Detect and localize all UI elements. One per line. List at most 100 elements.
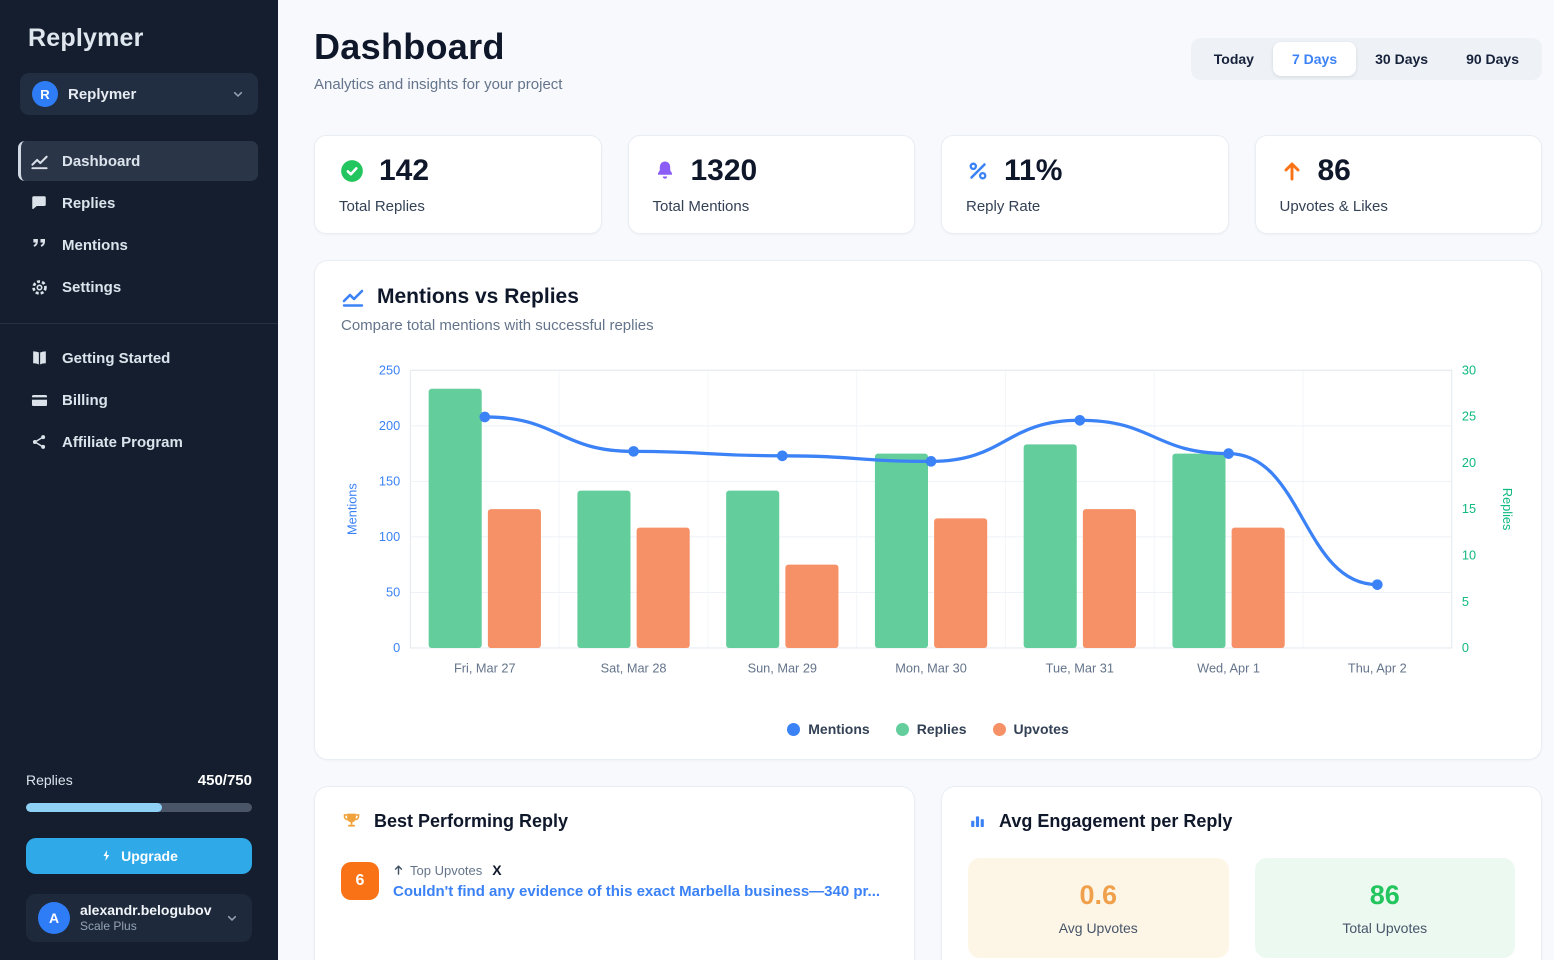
- engagement-box-0: 0.6 Avg Upvotes: [968, 858, 1229, 959]
- sidebar-bottom: Replies 450/750 Upgrade A alexandr.belog…: [0, 772, 278, 942]
- user-name: alexandr.belogubov: [80, 901, 212, 918]
- sidebar: Replymer R Replymer Dashboard Replies: [0, 0, 278, 960]
- stat-label: Reply Rate: [966, 198, 1041, 215]
- title-block: Dashboard Analytics and insights for you…: [314, 26, 562, 93]
- sidebar-item-replies[interactable]: Replies: [18, 183, 258, 223]
- chart-legend: Mentions Replies Upvotes: [341, 721, 1515, 741]
- chevron-down-icon: [230, 86, 246, 102]
- sidebar-item-label: Settings: [62, 278, 122, 296]
- tab-90-days[interactable]: 90 Days: [1447, 42, 1538, 76]
- tab-today[interactable]: Today: [1195, 42, 1273, 76]
- engagement-box-1: 86 Total Upvotes: [1254, 858, 1515, 959]
- engagement-grid: 0.6 Avg Upvotes 86 Total Upvotes: [968, 858, 1515, 959]
- user-meta: alexandr.belogubov Scale Plus: [80, 902, 214, 935]
- stat-value: 11%: [1004, 154, 1063, 187]
- project-selector[interactable]: R Replymer: [20, 73, 258, 115]
- main-header: Dashboard Analytics and insights for you…: [314, 26, 1542, 93]
- sidebar-item-affiliate[interactable]: Affiliate Program: [18, 422, 258, 462]
- bell-icon: [653, 158, 677, 184]
- svg-text:Thu, Apr 2: Thu, Apr 2: [1348, 660, 1407, 675]
- arrow-up-icon: [393, 864, 404, 876]
- user-menu[interactable]: A alexandr.belogubov Scale Plus: [26, 893, 252, 942]
- tab-7-days[interactable]: 7 Days: [1272, 42, 1357, 76]
- quote-icon: [29, 235, 49, 255]
- percent-icon: [966, 159, 990, 183]
- main-content: Dashboard Analytics and insights for you…: [278, 0, 1554, 960]
- stat-label: Upvotes & Likes: [1279, 198, 1388, 215]
- share-nodes-icon: [29, 432, 49, 452]
- usage-row: Replies 450/750: [26, 772, 252, 789]
- user-plan: Scale Plus: [80, 919, 137, 933]
- sidebar-item-label: Mentions: [62, 236, 128, 254]
- sidebar-item-billing[interactable]: Billing: [18, 380, 258, 420]
- upvote-count-badge: 6: [341, 862, 379, 901]
- sidebar-item-label: Getting Started: [62, 349, 171, 367]
- best-reply-link[interactable]: Couldn't find any evidence of this exact…: [393, 883, 881, 901]
- svg-text:5: 5: [1462, 594, 1469, 609]
- sidebar-item-mentions[interactable]: Mentions: [18, 225, 258, 265]
- reply-tag-label: Top Upvotes: [410, 862, 483, 878]
- chart-line-icon: [29, 151, 49, 171]
- svg-text:100: 100: [379, 529, 400, 544]
- svg-text:Tue, Mar 31: Tue, Mar 31: [1046, 660, 1114, 675]
- svg-text:30: 30: [1462, 362, 1476, 377]
- legend-label: Mentions: [808, 721, 870, 738]
- svg-text:25: 25: [1462, 409, 1476, 424]
- stat-card-reply-rate: 11% Reply Rate: [941, 135, 1229, 234]
- user-avatar: A: [38, 901, 70, 934]
- stat-card-upvotes: 86 Upvotes & Likes: [1254, 135, 1542, 234]
- svg-text:0: 0: [393, 640, 400, 655]
- sidebar-item-dashboard[interactable]: Dashboard: [18, 141, 258, 181]
- svg-text:150: 150: [379, 473, 400, 488]
- page-title: Dashboard: [314, 26, 505, 67]
- svg-text:Replies: Replies: [1500, 488, 1515, 531]
- svg-text:Wed, Apr 1: Wed, Apr 1: [1197, 660, 1260, 675]
- svg-text:0: 0: [1462, 640, 1469, 655]
- legend-dot-2: [992, 722, 1006, 736]
- primary-nav: Dashboard Replies Mentions Settings: [0, 141, 278, 307]
- legend-item-replies: Replies: [895, 721, 967, 738]
- stats-row: 142 Total Replies 1320 Total Mentions: [314, 135, 1542, 234]
- chart-title: Mentions vs Replies: [377, 285, 579, 308]
- project-avatar: R: [32, 81, 58, 107]
- upgrade-button[interactable]: Upgrade: [26, 837, 252, 874]
- legend-item-upvotes: Upvotes: [992, 721, 1069, 738]
- legend-item-mentions: Mentions: [787, 721, 870, 738]
- trophy-icon: [341, 811, 362, 832]
- chart-line-icon: [341, 285, 365, 309]
- mentions-replies-chart: 0 50 100 150 200 250 0 5 10 15 20 25 30 Fri, Mar 27 Sa…: [344, 362, 1515, 675]
- project-name: Replymer: [68, 85, 137, 103]
- avg-engagement-card: Avg Engagement per Reply 0.6 Avg Upvotes…: [941, 786, 1542, 960]
- date-range-tabs: Today 7 Days 30 Days 90 Days: [1190, 38, 1542, 80]
- gear-icon: [29, 277, 49, 297]
- svg-text:Sun, Mar 29: Sun, Mar 29: [748, 660, 817, 675]
- svg-text:200: 200: [379, 418, 400, 433]
- best-reply-item: 6 Top Upvotes X Couldn't find any eviden…: [341, 862, 888, 901]
- chevron-down-icon: [224, 910, 240, 926]
- arrow-up-icon: [1280, 158, 1304, 184]
- svg-text:Sat, Mar 28: Sat, Mar 28: [601, 660, 667, 675]
- sidebar-item-settings[interactable]: Settings: [18, 267, 258, 307]
- avg-engagement-title: Avg Engagement per Reply: [999, 811, 1233, 832]
- legend-label: Replies: [916, 721, 967, 738]
- stat-value: 142: [379, 154, 430, 187]
- legend-label: Upvotes: [1013, 721, 1069, 738]
- sidebar-item-getting-started[interactable]: Getting Started: [18, 338, 258, 378]
- tab-30-days[interactable]: 30 Days: [1356, 42, 1447, 76]
- engagement-value-0: 0.6: [1079, 880, 1118, 911]
- stat-label: Total Mentions: [652, 198, 750, 215]
- stat-label: Total Replies: [339, 198, 425, 215]
- sidebar-item-label: Billing: [62, 391, 108, 409]
- legend-dot-0: [787, 722, 801, 736]
- sidebar-item-label: Replies: [62, 194, 116, 212]
- bar-chart-icon: [968, 812, 987, 831]
- svg-text:50: 50: [386, 585, 400, 600]
- reply-tag-row: Top Upvotes X: [393, 862, 880, 878]
- svg-text:250: 250: [379, 362, 400, 377]
- engagement-label: Avg Upvotes: [1058, 920, 1138, 937]
- sidebar-divider: [0, 323, 278, 324]
- usage-label: Replies: [26, 771, 73, 788]
- lightning-bolt-icon: [100, 848, 113, 863]
- usage-value: 450/750: [197, 771, 252, 789]
- sidebar-item-label: Dashboard: [62, 152, 141, 170]
